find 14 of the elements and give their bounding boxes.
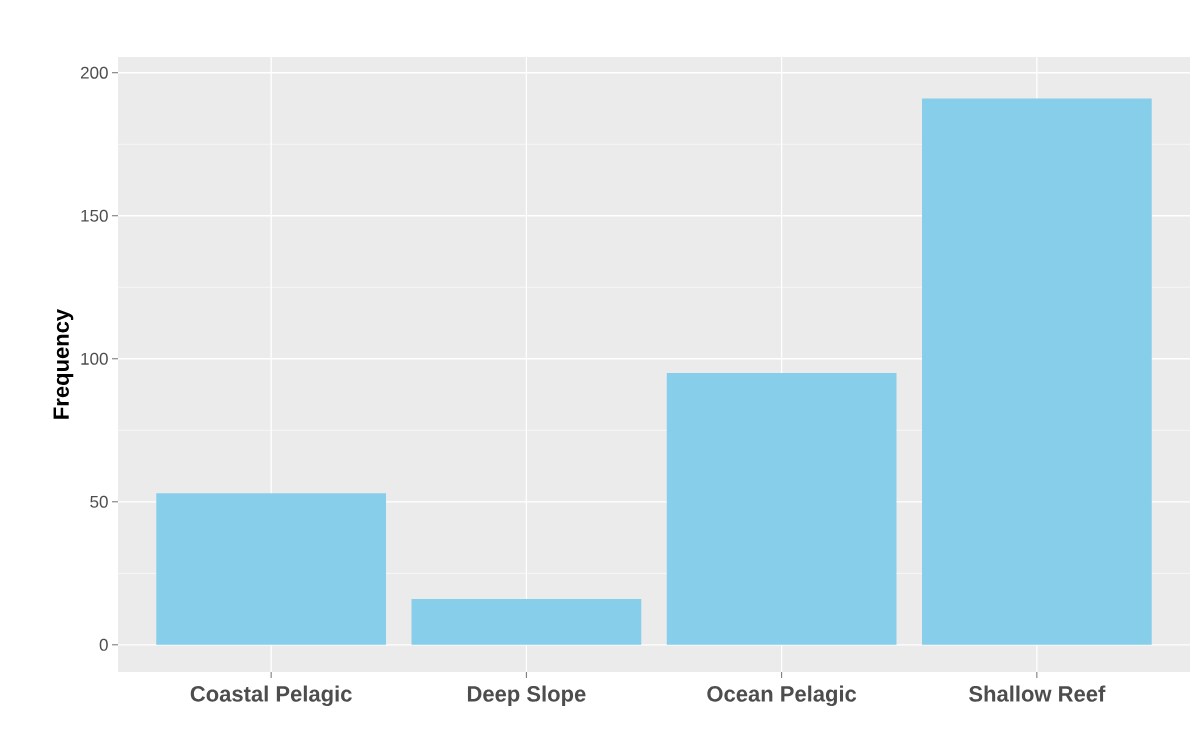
y-axis-title: Frequency <box>53 308 74 419</box>
y-tick-label: 100 <box>81 352 108 365</box>
y-tick-label: 150 <box>81 209 108 222</box>
bar <box>922 98 1152 645</box>
y-tick-label: 200 <box>80 66 108 79</box>
x-tick-label: Coastal Pelagic <box>190 685 352 707</box>
bar <box>666 373 897 645</box>
y-tick-label: 0 <box>99 638 108 651</box>
x-tick-label: Shallow Reef <box>969 685 1106 702</box>
x-tick-label: Ocean Pelagic <box>707 685 857 707</box>
x-tick-label: Deep Slope <box>467 685 586 707</box>
bar <box>411 599 642 645</box>
bar <box>156 493 386 645</box>
y-tick-label: 50 <box>90 495 108 508</box>
